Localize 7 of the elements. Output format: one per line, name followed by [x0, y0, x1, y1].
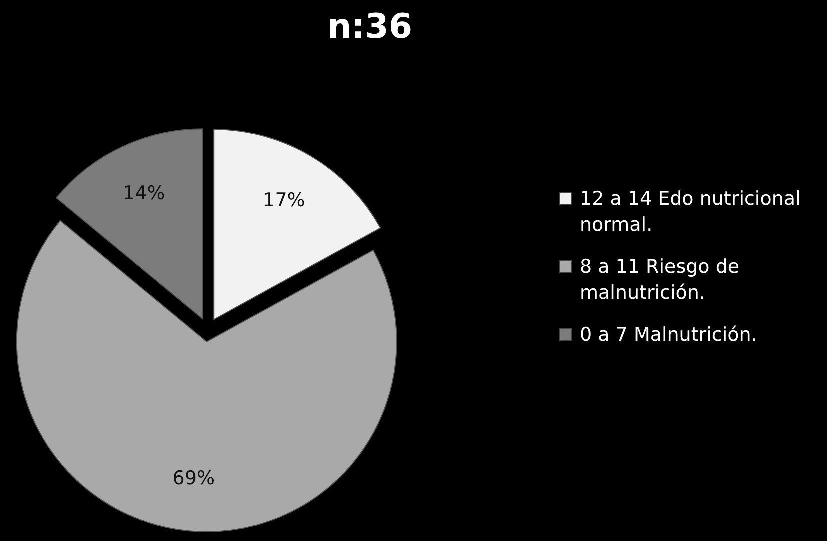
- chart-title: n:36: [327, 7, 413, 47]
- data-label: 14%: [123, 182, 166, 205]
- legend-label: 12 a 14 Edo nutricional normal.: [580, 188, 801, 236]
- data-label: 69%: [172, 467, 216, 490]
- legend-label: 0 a 7 Malnutrición.: [580, 324, 758, 346]
- data-label: 17%: [263, 189, 306, 212]
- legend-label: 8 a 11 Riesgo de malnutrición.: [580, 256, 740, 304]
